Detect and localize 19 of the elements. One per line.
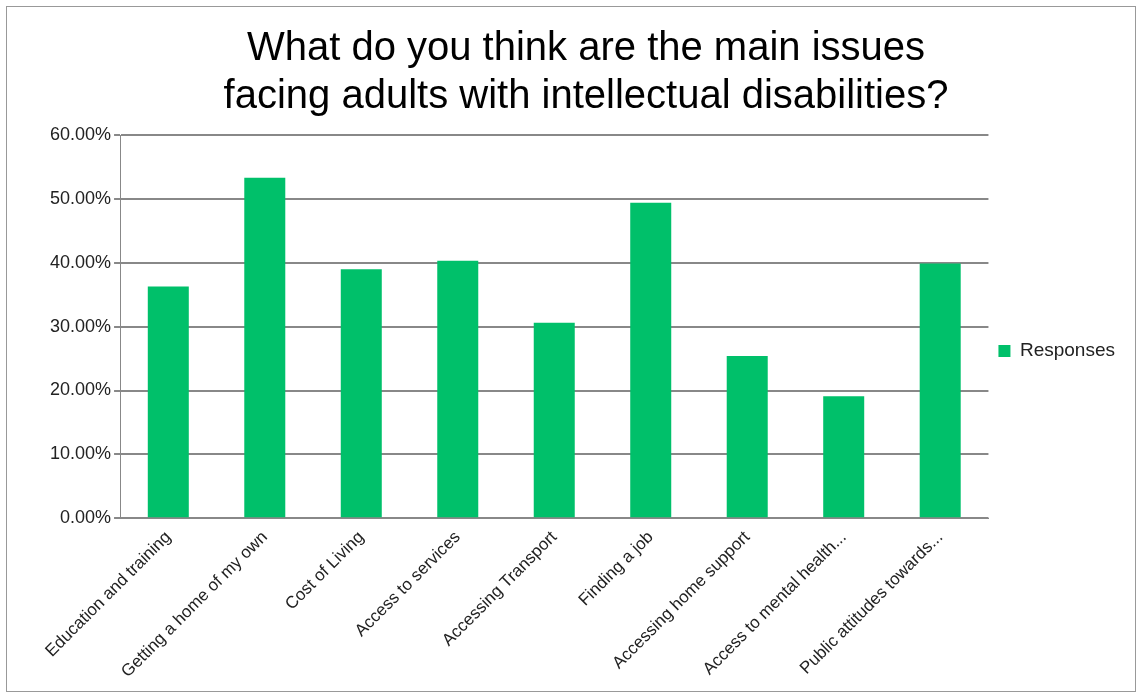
bar — [340, 269, 382, 518]
y-tick-label: 0.00% — [60, 507, 112, 528]
y-tick-label: 20.00% — [49, 379, 112, 400]
y-tick-label: 50.00% — [49, 187, 112, 208]
bar — [919, 263, 961, 518]
bar — [533, 322, 575, 518]
bar — [437, 260, 479, 518]
bar — [244, 177, 286, 518]
y-tick-label: 30.00% — [49, 315, 112, 336]
bar — [147, 286, 189, 518]
y-tick-label: 40.00% — [49, 251, 112, 272]
y-tick-label: 10.00% — [49, 443, 112, 464]
bar — [823, 396, 865, 518]
legend-label: Responses — [1019, 339, 1116, 361]
text: What do you think are the main issues — [246, 24, 926, 69]
bar — [726, 356, 768, 518]
y-tick-label: 60.00% — [49, 123, 112, 144]
bar — [630, 202, 672, 518]
text: facing adults with intellectual disabilities? — [223, 72, 949, 117]
